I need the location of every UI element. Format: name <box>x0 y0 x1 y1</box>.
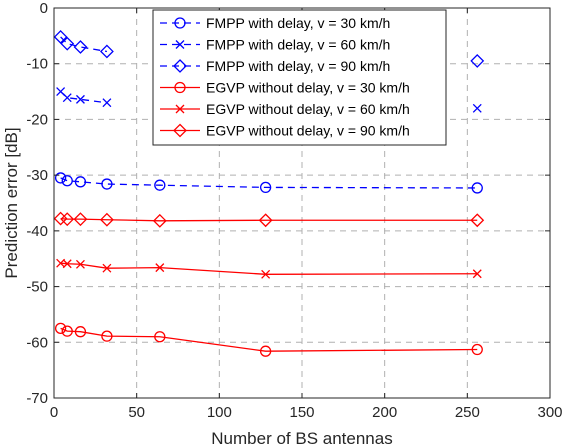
legend-label: FMPP with delay, v = 90 km/h <box>206 58 390 74</box>
x-tick-label: 0 <box>50 404 58 421</box>
y-tick-label: -20 <box>26 111 48 128</box>
legend-entry: EGVP without delay, v = 30 km/h <box>160 80 410 96</box>
data-point <box>74 326 87 338</box>
data-point <box>75 259 85 269</box>
data-point <box>101 330 113 342</box>
data-point <box>62 93 72 103</box>
data-point <box>53 30 68 44</box>
legend-marker <box>173 123 187 138</box>
y-tick-label: -10 <box>26 56 48 73</box>
data-point <box>470 213 485 228</box>
data-point <box>471 182 483 194</box>
x-tick-label: 200 <box>372 404 397 421</box>
data-point <box>73 212 88 227</box>
x-tick-label: 100 <box>207 404 232 421</box>
data-point <box>261 269 271 279</box>
legend-entry: EGVP without delay, v = 90 km/h <box>160 123 410 139</box>
data-point <box>54 322 67 335</box>
x-tick-label: 150 <box>289 404 314 421</box>
legend-entry: FMPP with delay, v = 30 km/h <box>160 15 390 31</box>
data-point <box>472 103 482 113</box>
data-point <box>75 94 85 104</box>
legend-entry: EGVP without delay, v = 60 km/h <box>160 101 410 117</box>
y-tick-label: -70 <box>26 390 48 407</box>
data-point <box>99 212 114 227</box>
ticks: 0 50 100 150 200 250 300 0 -10 -20 -30 -40 -50 -60 -70 <box>26 0 562 421</box>
legend-label: EGVP without delay, v = 90 km/h <box>206 123 410 139</box>
series-2 <box>56 87 482 113</box>
data-point <box>62 259 72 269</box>
series-1 <box>54 172 483 194</box>
legend-marker <box>174 81 186 94</box>
series-group <box>53 30 485 357</box>
data-point <box>99 44 114 59</box>
data-point <box>54 172 67 184</box>
data-point <box>259 181 272 194</box>
legend-entry: FMPP with delay, v = 60 km/h <box>160 37 390 53</box>
series-4 <box>54 322 483 357</box>
legend-label: EGVP without delay, v = 30 km/h <box>206 80 410 96</box>
data-point <box>101 178 113 190</box>
series-3 <box>53 30 485 68</box>
legend-marker <box>175 40 185 49</box>
data-point <box>258 213 273 228</box>
series-6 <box>53 211 485 228</box>
data-point <box>259 345 272 357</box>
data-point <box>102 98 112 108</box>
x-tick-label: 250 <box>455 404 480 421</box>
y-axis-label: Prediction error [dB] <box>2 127 21 278</box>
data-point <box>74 176 87 188</box>
legend-label: EGVP without delay, v = 60 km/h <box>206 101 410 117</box>
y-tick-label: 0 <box>40 0 48 17</box>
data-point <box>60 212 75 227</box>
y-tick-label: -50 <box>26 279 48 296</box>
data-point <box>152 213 167 228</box>
series-line <box>60 327 478 352</box>
x-axis-label: Number of BS antennas <box>211 429 392 448</box>
data-point <box>61 325 73 337</box>
legend-marker <box>174 17 186 29</box>
series-5 <box>56 258 482 279</box>
series-line <box>60 177 478 189</box>
x-tick-label: 50 <box>128 404 145 421</box>
legend: FMPP with delay, v = 30 km/h FMPP with de… <box>152 9 447 146</box>
series-line <box>60 217 478 222</box>
x-tick-label: 300 <box>537 404 562 421</box>
legend-marker <box>173 59 187 73</box>
data-point <box>61 175 73 187</box>
data-point <box>60 36 75 51</box>
data-point <box>154 179 166 191</box>
legend-marker <box>175 104 185 114</box>
data-point <box>102 263 112 273</box>
data-point <box>472 269 482 279</box>
legend-label: FMPP with delay, v = 30 km/h <box>206 15 390 31</box>
data-point <box>470 54 485 68</box>
data-point <box>155 263 165 273</box>
data-point <box>154 331 166 343</box>
y-tick-label: -30 <box>26 167 48 184</box>
legend-box <box>152 9 447 146</box>
legend-label: FMPP with delay, v = 60 km/h <box>206 37 390 53</box>
y-tick-label: -60 <box>26 334 48 351</box>
data-point <box>471 343 483 356</box>
y-tick-label: -40 <box>26 223 48 240</box>
legend-entry: FMPP with delay, v = 90 km/h <box>160 58 390 74</box>
data-point <box>73 40 88 54</box>
